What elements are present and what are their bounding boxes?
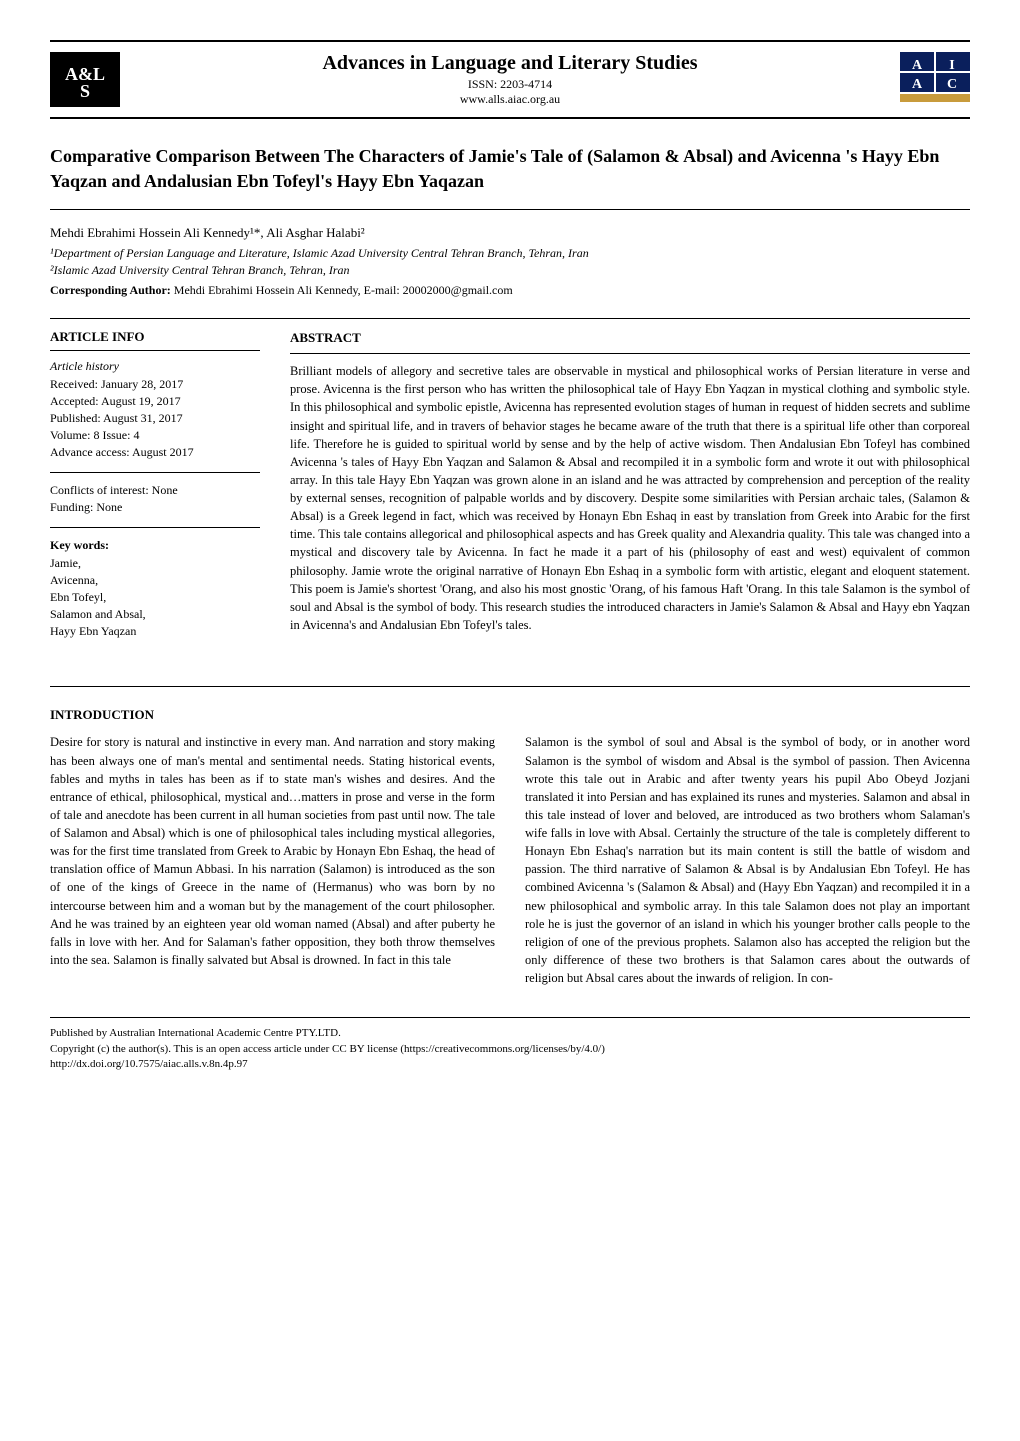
affiliation-1: ¹Department of Persian Language and Lite… bbox=[50, 246, 970, 261]
article-info-heading: ARTICLE INFO bbox=[50, 329, 260, 351]
svg-text:A: A bbox=[912, 58, 923, 73]
body-two-columns: Desire for story is natural and instinct… bbox=[50, 733, 970, 987]
journal-header: A&LS Advances in Language and Literary S… bbox=[50, 40, 970, 119]
corresponding-label: Corresponding Author: bbox=[50, 283, 171, 297]
page-footer: Published by Australian International Ac… bbox=[50, 1017, 970, 1072]
accepted-date: Accepted: August 19, 2017 bbox=[50, 394, 260, 409]
funding-line: Funding: None bbox=[50, 500, 260, 515]
corresponding-text: Mehdi Ebrahimi Hossein Ali Kennedy, E-ma… bbox=[171, 283, 513, 297]
svg-text:S: S bbox=[80, 81, 90, 101]
introduction-heading: INTRODUCTION bbox=[50, 707, 970, 723]
section-divider bbox=[50, 686, 970, 687]
history-label: Article history bbox=[50, 359, 260, 374]
author-list: Mehdi Ebrahimi Hossein Ali Kennedy¹*, Al… bbox=[50, 225, 970, 241]
abstract-text: Brilliant models of allegory and secreti… bbox=[290, 362, 970, 634]
info-abstract-row: ARTICLE INFO Article history Received: J… bbox=[50, 318, 970, 661]
published-date: Published: August 31, 2017 bbox=[50, 411, 260, 426]
footer-copyright: Copyright (c) the author(s). This is an … bbox=[50, 1042, 970, 1057]
footer-publisher: Published by Australian International Ac… bbox=[50, 1026, 970, 1041]
corresponding-author: Corresponding Author: Mehdi Ebrahimi Hos… bbox=[50, 283, 970, 298]
affiliation-2: ²Islamic Azad University Central Tehran … bbox=[50, 263, 970, 278]
body-column-left: Desire for story is natural and instinct… bbox=[50, 733, 495, 987]
journal-url: www.alls.aiac.org.au bbox=[120, 92, 900, 107]
article-history-block: Article history Received: January 28, 20… bbox=[50, 359, 260, 473]
footer-doi: http://dx.doi.org/10.7575/aiac.alls.v.8n… bbox=[50, 1057, 970, 1072]
journal-logo-left: A&LS bbox=[50, 52, 120, 107]
volume-issue: Volume: 8 Issue: 4 bbox=[50, 428, 260, 443]
advance-access: Advance access: August 2017 bbox=[50, 445, 260, 460]
keywords-block: Key words: Jamie, Avicenna, Ebn Tofeyl, … bbox=[50, 538, 260, 651]
keyword-3: Ebn Tofeyl, bbox=[50, 590, 260, 605]
abstract-column: ABSTRACT Brilliant models of allegory an… bbox=[290, 329, 970, 661]
abstract-heading: ABSTRACT bbox=[290, 329, 970, 354]
received-date: Received: January 28, 2017 bbox=[50, 377, 260, 392]
keyword-2: Avicenna, bbox=[50, 573, 260, 588]
journal-title: Advances in Language and Literary Studie… bbox=[120, 52, 900, 75]
article-title: Comparative Comparison Between The Chara… bbox=[50, 144, 970, 210]
journal-header-center: Advances in Language and Literary Studie… bbox=[120, 52, 900, 107]
publisher-logo-right: A I A C bbox=[900, 52, 970, 107]
svg-text:A: A bbox=[912, 77, 923, 92]
conflicts-funding-block: Conflicts of interest: None Funding: Non… bbox=[50, 483, 260, 528]
journal-issn: ISSN: 2203-4714 bbox=[120, 77, 900, 92]
keywords-heading: Key words: bbox=[50, 538, 260, 553]
keyword-5: Hayy Ebn Yaqzan bbox=[50, 624, 260, 639]
keyword-1: Jamie, bbox=[50, 556, 260, 571]
svg-text:I: I bbox=[949, 58, 954, 73]
conflicts-line: Conflicts of interest: None bbox=[50, 483, 260, 498]
article-info-column: ARTICLE INFO Article history Received: J… bbox=[50, 329, 260, 661]
body-column-right: Salamon is the symbol of soul and Absal … bbox=[525, 733, 970, 987]
keyword-4: Salamon and Absal, bbox=[50, 607, 260, 622]
svg-text:C: C bbox=[947, 77, 957, 92]
